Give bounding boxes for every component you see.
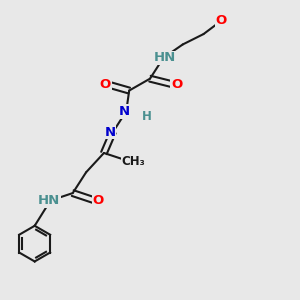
Text: N: N <box>118 105 129 118</box>
Text: N: N <box>104 126 116 139</box>
Text: H: H <box>142 110 152 123</box>
Text: HN: HN <box>38 194 60 207</box>
Text: O: O <box>171 78 182 91</box>
Text: HN: HN <box>154 51 176 64</box>
Text: O: O <box>92 194 104 207</box>
Text: O: O <box>100 78 111 91</box>
Text: O: O <box>216 14 227 27</box>
Text: CH₃: CH₃ <box>122 155 146 168</box>
